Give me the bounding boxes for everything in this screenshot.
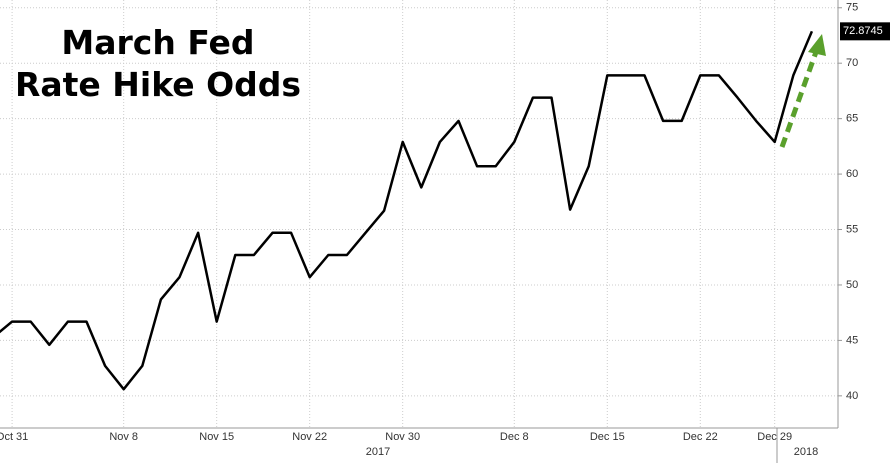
x-tick-label: Nov 8 <box>109 431 138 443</box>
x-tick-label: Oct 31 <box>0 431 28 443</box>
title-line: March Fed <box>61 23 255 62</box>
x-tick-label: Nov 30 <box>385 431 420 443</box>
y-tick-label: 75 <box>846 2 858 14</box>
y-tick-label: 55 <box>846 223 858 235</box>
y-tick-label: 40 <box>846 390 858 402</box>
x-tick-label: Nov 15 <box>199 431 234 443</box>
y-tick-label: 50 <box>846 279 858 291</box>
y-tick-label: 45 <box>846 334 858 346</box>
trend-arrow <box>779 34 826 148</box>
last-value-label: 72.8745 <box>843 25 883 37</box>
chart-title: March Fed Rate Hike Odds <box>8 22 308 106</box>
line-series <box>0 30 814 391</box>
x-tick-label: Dec 8 <box>500 431 529 443</box>
y-tick-label: 70 <box>846 57 858 69</box>
x-tick-label: Nov 22 <box>292 431 327 443</box>
y-tick-label: 60 <box>846 168 858 180</box>
year-label: 2017 <box>366 446 390 458</box>
last-value-box <box>840 22 890 41</box>
year-label: 2018 <box>794 446 818 458</box>
x-tick-label: Dec 29 <box>757 431 792 443</box>
x-tick-label: Dec 22 <box>683 431 718 443</box>
title-line: Rate Hike Odds <box>14 65 302 104</box>
y-tick-label: 65 <box>846 113 858 125</box>
x-tick-label: Dec 15 <box>590 431 625 443</box>
